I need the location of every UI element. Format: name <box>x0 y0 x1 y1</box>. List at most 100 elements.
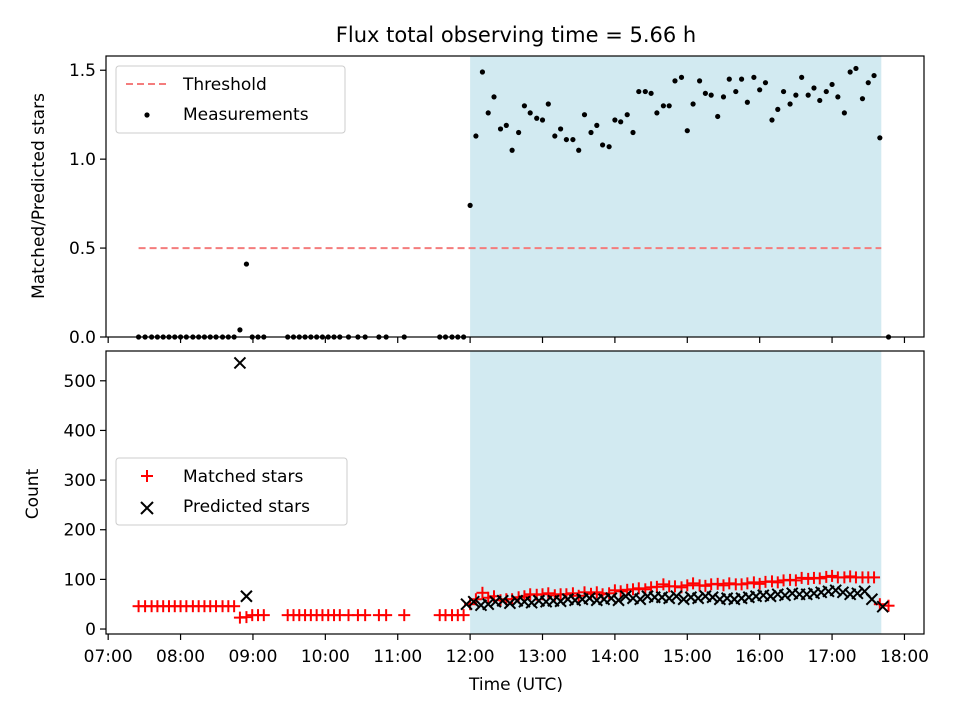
measurement-point <box>588 129 594 136</box>
bottom-panel: 0 100 200 300 400 500 07:00 08:00 09:00 10:00 11:… <box>23 350 929 695</box>
measurement-point <box>811 85 817 91</box>
matched-star-point <box>868 571 881 584</box>
predicted-star-point <box>836 586 850 599</box>
measurement-point <box>479 69 486 75</box>
bottom-y-axis: 0 100 200 300 400 500 <box>64 372 106 640</box>
bottom-legend: Matched stars Predicted stars <box>115 457 348 526</box>
measurement-point <box>497 126 504 132</box>
measurement-point <box>726 76 732 82</box>
measurement-point <box>630 129 636 136</box>
predicted-x-b <box>240 590 253 603</box>
top-y-tick-label: 1.0 <box>69 150 96 170</box>
measurement-point <box>527 110 533 116</box>
measurement-point <box>516 129 522 136</box>
predicted-x-b <box>764 590 777 603</box>
matched-star-point <box>717 579 730 592</box>
predicted-x-b <box>662 592 676 605</box>
x-tick-label: 15:00 <box>663 647 712 667</box>
predicted-x-b <box>554 595 567 608</box>
top-legend-box <box>115 65 346 134</box>
legend-measurements-label: Measurements <box>183 105 309 125</box>
predicted-star-point <box>634 593 647 606</box>
measurement-point <box>509 147 515 153</box>
measurement-point <box>769 117 775 123</box>
predicted-star-point <box>612 594 625 607</box>
legend-matched-label: Matched stars <box>183 467 303 487</box>
bottom-y-tick-label: 200 <box>64 521 96 541</box>
predicted-x-b <box>233 356 247 370</box>
measurement-point <box>654 110 660 116</box>
measurement-point <box>720 94 727 100</box>
measurement-point <box>666 103 672 109</box>
bottom-predicted-layer <box>233 356 889 613</box>
predicted-x-b <box>876 600 889 613</box>
x-tick-label: 09:00 <box>228 647 277 667</box>
matched-star-point <box>542 587 555 600</box>
predicted-star-point <box>670 590 683 603</box>
predicted-star-point <box>605 592 618 605</box>
matched-star-point <box>826 569 839 582</box>
x-tick-label: 11:00 <box>373 647 422 667</box>
predicted-star-point <box>778 589 792 602</box>
measurement-point <box>624 112 630 118</box>
measurement-point <box>606 144 612 150</box>
x-tick-label: 12:00 <box>446 647 495 667</box>
x-tick-label: 13:00 <box>518 647 567 667</box>
measurement-point <box>534 115 540 121</box>
predicted-star-point <box>706 591 719 604</box>
predicted-star-point <box>829 584 842 597</box>
chart-title: Flux total observing time = 5.66 h <box>336 23 696 47</box>
matched-star-point <box>398 609 411 622</box>
measurement-point <box>744 99 750 105</box>
predicted-x-b <box>583 592 596 605</box>
measurement-point <box>552 133 558 139</box>
top-measurements-layer <box>135 65 892 340</box>
measurement-point <box>539 117 546 123</box>
legend-predicted-label: Predicted stars <box>183 497 310 517</box>
predicted-x-b <box>691 592 705 605</box>
measurement-point <box>599 142 606 148</box>
matched-star-point <box>747 576 760 589</box>
matched-star-point <box>359 609 372 622</box>
predicted-star-point <box>583 592 596 605</box>
legend-threshold-label: Threshold <box>182 75 267 95</box>
measurement-point <box>787 101 793 107</box>
matched-star-point <box>657 578 670 591</box>
predicted-star-point <box>851 587 864 600</box>
measurement-point <box>715 113 721 120</box>
measurement-point <box>612 117 618 123</box>
top-y-axis-label: Matched/Predicted stars <box>29 93 49 299</box>
measurement-point <box>684 128 690 134</box>
x-tick-label: 16:00 <box>735 647 784 667</box>
bottom-plot-frame <box>105 350 925 635</box>
measurement-point <box>467 202 473 208</box>
predicted-star-point <box>482 598 495 611</box>
predicted-x-b <box>829 584 842 597</box>
measurement-point <box>636 88 642 95</box>
measurement-point <box>696 78 703 84</box>
predicted-x-b <box>851 587 864 600</box>
measurement-point <box>485 110 491 116</box>
predicted-x-b <box>634 593 647 606</box>
x-axis-label: Time (UTC) <box>468 675 563 695</box>
predicted-x-b <box>605 592 618 605</box>
measurement-point <box>793 92 799 98</box>
matched-star-point <box>753 577 766 590</box>
measurement-point <box>660 103 666 109</box>
matched-star-point <box>380 609 393 622</box>
matched-star-point <box>257 609 270 622</box>
predicted-star-point <box>496 594 509 607</box>
bottom-x-axis: 07:00 08:00 09:00 10:00 11:00 12:00 13:00 14:00… <box>84 634 929 667</box>
measurement-point <box>757 87 763 93</box>
top-y-axis: 0.0 0.5 1.0 1.5 <box>69 61 106 348</box>
measurement-point <box>642 88 648 95</box>
measurement-point <box>570 136 576 143</box>
predicted-x-b <box>467 595 480 608</box>
matched-star-point <box>228 600 241 613</box>
measurement-point <box>672 78 678 84</box>
matched-star-point <box>771 576 784 589</box>
top-shaded-span <box>470 56 882 337</box>
top-y-tick-label: 0.0 <box>69 328 96 348</box>
bottom-y-tick-label: 400 <box>64 421 96 441</box>
